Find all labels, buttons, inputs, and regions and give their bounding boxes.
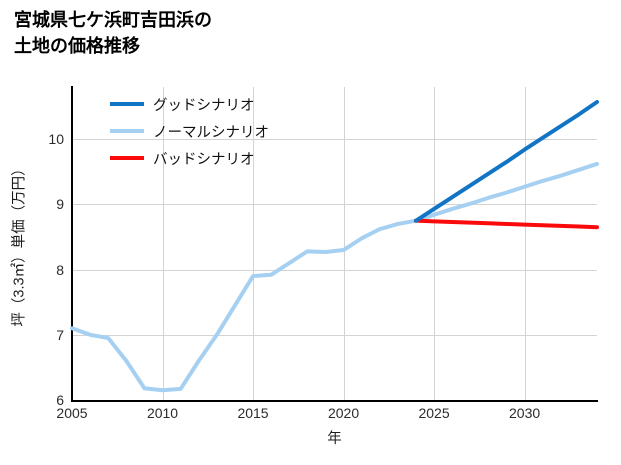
chart-legend: グッドシナリオ ノーマルシナリオ バッドシナリオ: [110, 93, 269, 169]
x-axis-tick-label: 2005: [56, 405, 88, 421]
y-axis-tick-label: 6: [56, 392, 64, 408]
gridline-vertical: [343, 87, 345, 400]
gridline-horizontal: [72, 204, 597, 206]
legend-label-bad: バッドシナリオ: [153, 151, 255, 168]
legend-label-normal: ノーマルシナリオ: [153, 124, 269, 141]
y-axis-line: [71, 86, 73, 402]
gridline-vertical: [162, 87, 164, 400]
legend-label-good: グッドシナリオ: [153, 97, 255, 114]
x-axis-tick-label: 2020: [327, 405, 360, 421]
legend-swatch-bad: [110, 156, 144, 160]
series-lines: [72, 87, 597, 400]
gridline-horizontal: [72, 269, 597, 271]
y-axis-label-container: 坪（3.3㎡）単価（万円）: [12, 87, 31, 400]
legend-swatch-normal: [110, 129, 144, 133]
y-axis-tick-label: 9: [56, 196, 64, 213]
legend-item-bad: バッドシナリオ: [110, 147, 269, 169]
gridline-vertical: [524, 87, 526, 400]
chart-title: 宮城県七ケ浜町吉田浜の 土地の価格推移: [14, 10, 212, 56]
legend-item-normal: ノーマルシナリオ: [110, 120, 269, 142]
y-axis-label: 坪（3.3㎡）単価（万円）: [11, 160, 28, 327]
x-axis-tick-label: 2030: [509, 405, 541, 421]
x-axis-tick-label: 2025: [418, 405, 450, 421]
x-axis-tick-label: 2015: [237, 405, 269, 421]
x-axis-label: 年: [327, 431, 342, 447]
legend-item-good: グッドシナリオ: [110, 93, 269, 115]
legend-swatch-good: [110, 102, 144, 106]
series-line-バッドシナリオ: [416, 221, 597, 228]
y-axis-tick-label: 10: [48, 131, 64, 148]
series-line-グッドシナリオ: [416, 102, 597, 221]
plot-area: 6 7 8 9 10 2005 2010 2015 2020 2025 2030: [48, 87, 597, 421]
gridline-horizontal: [72, 139, 597, 141]
gridline-horizontal: [72, 334, 597, 336]
x-axis-line: [71, 400, 598, 402]
gridline-vertical: [253, 87, 255, 400]
y-axis-tick-label: 7: [56, 326, 64, 343]
y-axis-tick-label: 8: [56, 261, 64, 278]
series-line-ノーマルシナリオ: [72, 164, 597, 390]
x-axis-tick-label: 2010: [146, 405, 179, 421]
gridline-vertical: [434, 87, 436, 400]
